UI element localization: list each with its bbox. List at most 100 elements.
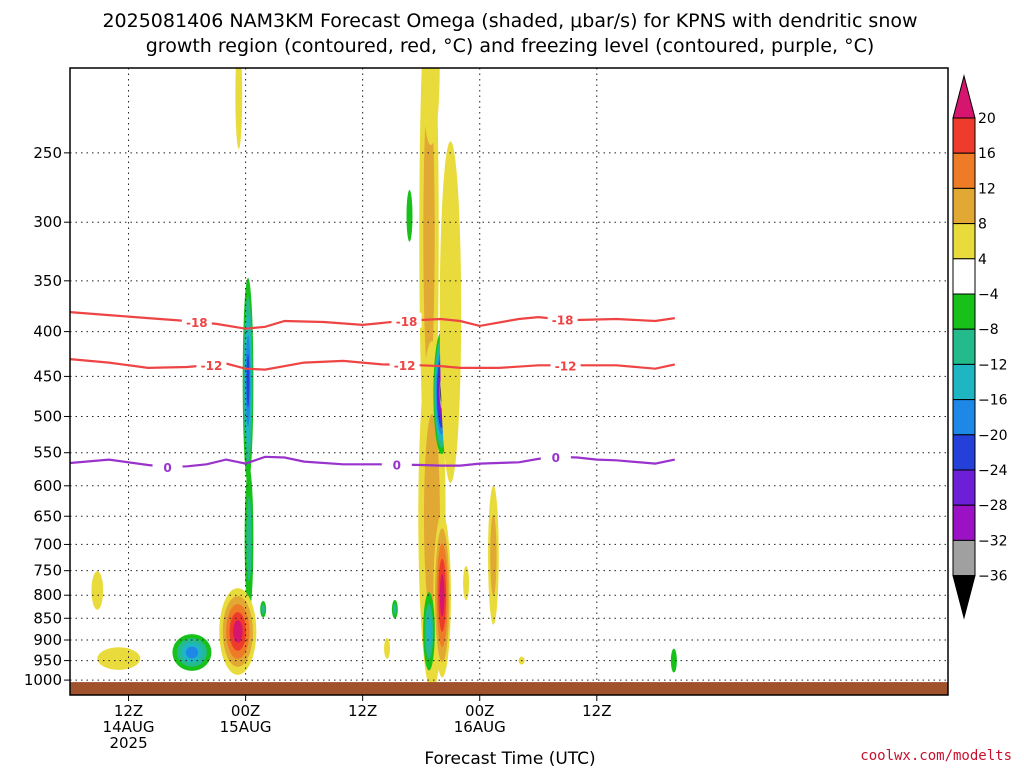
omega-region-0-level-4 [246,353,250,408]
y-tick-label-900: 900 [33,631,62,649]
y-tick-label-500: 500 [33,407,62,425]
contour-label-bg-0-2 [540,449,571,465]
site-credit: coolwx.com/modelts [860,748,1012,764]
omega-region-16-level-0 [463,565,470,601]
colorbar-swatch-8 [952,363,976,401]
y-tick-label-800: 800 [33,586,62,604]
omega-region-1-level-1 [246,496,252,582]
colorbar-swatch-11 [952,469,976,506]
y-tick-label-700: 700 [33,535,62,553]
contour-label--18-0: -18 [186,316,208,330]
y-tick-label-850: 850 [33,609,62,627]
omega-region-17-level-1 [393,603,397,615]
contour-label-bg--12-0 [196,356,227,372]
omega-region-14-level-0 [422,68,440,146]
omega-region-18-level-0 [384,638,391,659]
colorbar-swatch-4 [952,223,976,260]
plot-frame [69,67,949,696]
pressure-axis: 250 300 350 400 450 500 550 600 650 700 750 800 850 9… [24,144,70,689]
x-tick-label-2-line-0: 12Z [348,702,377,720]
colorbar-swatch-10 [952,434,976,471]
contour--12 [70,358,676,371]
colorbar-label-2: 12 [978,181,996,197]
x-axis-label: Forecast Time (UTC) [424,749,595,768]
contour-label--18-1: -18 [396,315,418,329]
contour-label-bg--18-0 [181,313,212,329]
colorbar-swatch-7 [952,328,976,365]
surface-ground-bar [70,682,948,695]
omega-region-7-level-0 [91,571,104,610]
colorbar-swatch-1 [952,117,976,154]
contour--18 [70,311,675,330]
y-tick-label-450: 450 [33,367,62,385]
colorbar-label-10: −24 [978,463,1008,479]
contour-label-bg--12-2 [550,357,581,373]
y-tick-label-950: 950 [33,652,62,670]
x-tick-label-0-line-1: 14AUG [103,718,155,736]
contour-label-bg--18-1 [391,312,422,328]
contour-label-bg-0-1 [381,456,412,472]
y-tick-label-550: 550 [33,444,62,462]
y-tick-label-650: 650 [33,507,62,525]
omega-region-8-level-1 [423,87,435,382]
x-tick-label-3-line-0: 00Z [465,702,494,720]
colorbar-swatch-2 [952,152,976,189]
colorbar-swatch-9 [952,399,976,436]
contour-0 [70,455,676,469]
x-tick-label-1-line-0: 00Z [231,702,260,720]
colorbar-label-11: −28 [978,498,1008,514]
chart-title-line-2: growth region (contoured, red, °C) and f… [146,35,875,57]
contour-label-bg--12-1 [389,356,420,372]
colorbar-label-7: −12 [978,357,1008,373]
y-tick-label-300: 300 [33,213,62,231]
colorbar-label-0: 20 [978,111,996,127]
colorbar-top-arrow [952,74,976,119]
contour-label--12-2: -12 [555,359,577,373]
x-tick-label-3-line-1: 16AUG [454,718,506,736]
contour-label-0-0: 0 [163,461,171,475]
colorbar-label-5: −4 [978,287,999,303]
colorbar-label-1: 16 [978,146,996,162]
y-tick-label-400: 400 [33,323,62,341]
chart-title-line-1: 2025081406 NAM3KM Forecast Omega (shaded… [102,10,917,32]
colorbar-label-3: 8 [978,217,987,233]
colorbar-swatch-5 [952,258,976,295]
contour-label-0-1: 0 [393,459,401,473]
contour-label-bg--18-2 [547,311,578,327]
temperature-contours: -18 -18 -18 -12 -12 -12 0 0 0 [70,311,676,475]
x-tick-label-0-line-2: 2025 [109,734,147,752]
colorbar-label-12: −32 [978,533,1008,549]
omega-region-2-level-0 [235,68,243,149]
omega-region-11-level-4 [439,573,445,617]
x-tick-label-4-line-0: 12Z [582,702,611,720]
plot-area: -18 -18 -18 -12 -12 -12 0 0 0 [70,68,948,695]
y-tick-label-750: 750 [33,562,62,580]
omega-region-5-level-3 [185,646,199,659]
colorbar-label-13: −36 [978,569,1008,585]
colorbar-swatch-3 [952,187,976,225]
colorbar-label-6: −8 [978,322,999,338]
omega-region-3-level-1 [261,604,265,615]
gridlines [70,68,948,695]
omega-region-4-level-4 [232,620,243,643]
contour-label-bg-0-0 [152,458,183,474]
y-tick-label-600: 600 [33,477,62,495]
x-tick-label-0-line-0: 12Z [114,702,143,720]
colorbar-swatch-12 [952,504,976,541]
y-tick-label-250: 250 [33,144,62,162]
omega-region-13-level-0 [439,141,462,483]
omega-region-6-level-0 [97,647,141,670]
colorbar-swatch-6 [952,293,976,330]
omega-shading [91,68,677,692]
colorbar-label-8: −16 [978,393,1008,409]
contour-label--18-2: -18 [552,313,574,327]
omega-region-15-level-1 [490,514,497,596]
colorbar-bottom-arrow [952,575,976,620]
omega-region-20-level-0 [406,189,413,242]
colorbar: 20 16 12 8 4 −4 −8 −12 −16 −20 −24 −28 −32 −36 [952,74,1008,620]
contour-label--12-1: -12 [394,359,416,373]
contour-label-0-2: 0 [552,451,560,465]
contour-label--12-0: -12 [201,359,223,373]
